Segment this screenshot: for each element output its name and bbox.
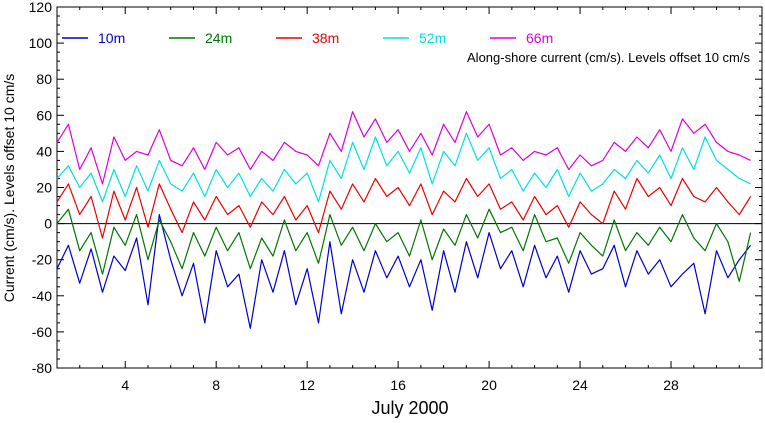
x-tick-label: 20 [481, 377, 497, 393]
series-line-52m [56, 132, 751, 203]
y-tick-label: 120 [29, 0, 53, 15]
x-tick-label: 16 [390, 377, 406, 393]
y-tick-label: -80 [32, 360, 52, 376]
x-tick-label: 24 [572, 377, 588, 393]
y-tick-label: 40 [36, 143, 52, 159]
legend-label-52m: 52m [419, 30, 446, 46]
legend-label-24m: 24m [205, 30, 232, 46]
legend-label-10m: 10m [98, 30, 125, 46]
y-tick-label: 60 [36, 107, 52, 123]
series-line-10m [56, 214, 752, 329]
x-tick-label: 12 [299, 377, 315, 393]
x-tick-label: 28 [663, 377, 679, 393]
tick-layer: -80 -60 -40 -20 0 20 40 60 80 100 120 4 8 12 16 20 24 28 [29, 0, 763, 393]
y-tick-label: 20 [36, 180, 52, 196]
x-tick-label: 4 [121, 377, 129, 393]
legend: 10m 24m 38m 52m 66m [62, 30, 553, 46]
chart-annotation: Along-shore current (cm/s). Levels offse… [467, 50, 750, 65]
y-tick-label: -60 [32, 324, 52, 340]
series-layer [56, 111, 752, 329]
x-axis-title: July 2000 [371, 398, 448, 418]
legend-label-66m: 66m [526, 30, 553, 46]
series-line-38m [56, 177, 752, 239]
y-axis-title: Current (cm/s). Levels offset 10 cm/s [1, 74, 17, 302]
series-line-24m [56, 208, 752, 282]
y-tick-label: 0 [44, 216, 52, 232]
y-tick-label: -40 [32, 288, 52, 304]
y-tick-label: 100 [29, 35, 53, 51]
y-tick-label: 80 [36, 71, 52, 87]
x-tick-label: 8 [212, 377, 220, 393]
series-line-66m [56, 111, 751, 185]
y-tick-label: -20 [32, 252, 52, 268]
legend-label-38m: 38m [312, 30, 339, 46]
